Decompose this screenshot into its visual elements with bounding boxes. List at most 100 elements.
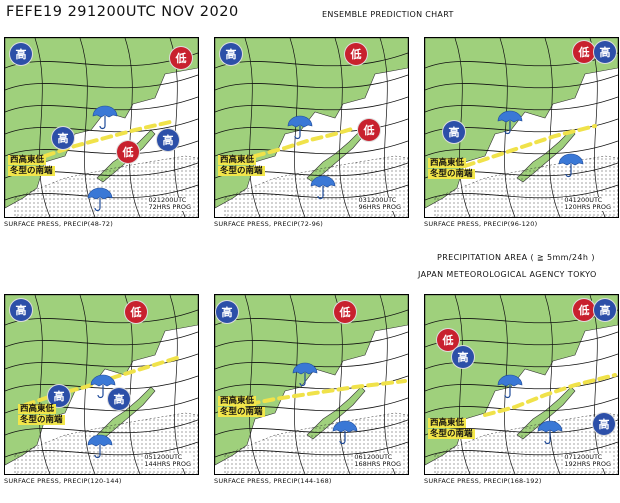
isobar-line [334, 38, 351, 217]
map-panel-120h: 低 高 高 西高東低 冬型の南端 041200UTC 120HRS PROG SUR… [424, 37, 619, 230]
map-area [214, 294, 409, 475]
isobar-line [5, 441, 198, 458]
isobar-line [499, 38, 516, 217]
winter-pattern-label: 西高東低 冬型の南端 [18, 404, 65, 425]
map-panel-168h: 高 低 西高東低 冬型の南端 061200UTC 168HRS PROG SURFA… [214, 294, 409, 487]
map-graphic [5, 295, 198, 474]
winter-pattern-label: 西高東低 冬型の南端 [218, 155, 265, 176]
isobar-line [425, 96, 618, 113]
isobar-line [244, 295, 261, 474]
front-band [23, 355, 182, 407]
low-pressure-marker: 低 [117, 141, 139, 163]
valid-time: 071200UTC 192HRS PROG [563, 453, 612, 468]
isobar-line [289, 38, 306, 217]
isobar-line [425, 441, 618, 458]
low-pressure-marker: 低 [345, 43, 367, 65]
isobar-line [425, 353, 618, 370]
umbrella-icon [90, 374, 116, 399]
isobar-line [215, 331, 408, 348]
umbrella-icon [332, 420, 358, 445]
front-band [233, 379, 407, 409]
high-pressure-marker: 高 [594, 41, 616, 63]
isobar-line [244, 38, 261, 217]
low-pressure-marker: 低 [573, 41, 595, 63]
high-pressure-marker: 高 [593, 413, 615, 435]
isobar-line [215, 419, 408, 436]
high-pressure-marker: 高 [443, 121, 465, 143]
isobar-line [5, 74, 198, 91]
map-panel-192h: 低 高 低 高 高 西高東低 冬型の南端 071200UTC 192HRS PROG… [424, 294, 619, 487]
umbrella-icon [497, 374, 523, 399]
winter-pattern-label: 西高東低 冬型の南端 [218, 396, 265, 417]
low-pressure-marker: 低 [170, 47, 192, 69]
front-band [483, 373, 617, 417]
isobar-line [34, 38, 51, 217]
front-band [463, 124, 597, 168]
winter-pattern-label: 西高東低 冬型の南端 [428, 158, 475, 179]
high-pressure-marker: 高 [594, 299, 616, 321]
high-pressure-marker: 高 [452, 346, 474, 368]
isobar-line [544, 38, 561, 217]
isobar-line [169, 295, 186, 474]
valid-time: 061200UTC 168HRS PROG [353, 453, 402, 468]
high-pressure-marker: 高 [48, 385, 70, 407]
panel-caption: SURFACE PRESS, PRECIP(48-72) [4, 220, 113, 228]
winter-pattern-label: 西高東低 冬型の南端 [8, 155, 55, 176]
isobar-line [215, 74, 408, 91]
umbrella-icon [497, 110, 523, 135]
front-band [43, 120, 172, 158]
isobar-line [5, 331, 198, 348]
umbrella-icon [87, 187, 113, 212]
isobar-line [379, 38, 396, 217]
low-pressure-marker: 低 [358, 119, 380, 141]
isobar-line [215, 140, 408, 157]
umbrella-icon [558, 153, 584, 178]
umbrella-icon [537, 420, 563, 445]
map-graphic [425, 295, 618, 474]
map-panel-96h: 高 低 低 西高東低 冬型の南端 031200UTC 96HRS PROG SURF… [214, 37, 409, 230]
front-band [253, 126, 357, 158]
map-area [4, 294, 199, 475]
map-graphic [215, 295, 408, 474]
map-panel-144h: 高 低 高 高 西高東低 冬型の南端 051200UTC 144HRS PROG S… [4, 294, 199, 487]
high-pressure-marker: 高 [10, 43, 32, 65]
isobar-line [5, 118, 198, 135]
isobar-line [5, 419, 198, 436]
panel-caption: SURFACE PRESS, PRECIP(120-144) [4, 477, 122, 485]
isobar-line [5, 96, 198, 113]
umbrella-icon [310, 175, 336, 200]
isobar-line [215, 96, 408, 113]
valid-time: 021200UTC 72HRS PROG [147, 196, 192, 211]
map-area [4, 37, 199, 218]
panel-caption: SURFACE PRESS, PRECIP(72-96) [214, 220, 323, 228]
map-graphic [5, 38, 198, 217]
high-pressure-marker: 高 [52, 127, 74, 149]
winter-pattern-label: 西高東低 冬型の南端 [428, 418, 475, 439]
low-pressure-marker: 低 [334, 301, 356, 323]
isobar-line [425, 184, 618, 201]
umbrella-icon [92, 105, 118, 130]
isobar-line [425, 74, 618, 91]
isobar-line [544, 295, 561, 474]
precip-legend: PRECIPITATION AREA ( ≧ 5mm/24h ) [437, 253, 595, 262]
valid-time: 031200UTC 96HRS PROG [357, 196, 402, 211]
high-pressure-marker: 高 [216, 301, 238, 323]
isobar-line [425, 375, 618, 392]
map-area [424, 294, 619, 475]
high-pressure-marker: 高 [108, 388, 130, 410]
low-pressure-marker: 低 [437, 329, 459, 351]
panel-caption: SURFACE PRESS, PRECIP(96-120) [424, 220, 538, 228]
high-pressure-marker: 高 [10, 299, 32, 321]
map-panel-72h: 高 低 高 低 高 西高東低 冬型の南端 021200UTC 72HRS PROG … [4, 37, 199, 230]
valid-time: 041200UTC 120HRS PROG [563, 196, 612, 211]
isobar-line [215, 184, 408, 201]
panel-caption: SURFACE PRESS, PRECIP(168-192) [424, 477, 542, 485]
isobar-line [454, 295, 471, 474]
isobar-line [589, 295, 606, 474]
agency-label: JAPAN METEOROLOGICAL AGENCY TOKYO [418, 270, 597, 279]
isobar-line [289, 295, 306, 474]
chart-subtitle: ENSEMBLE PREDICTION CHART [322, 10, 454, 19]
high-pressure-marker: 高 [157, 129, 179, 151]
umbrella-icon [87, 434, 113, 459]
umbrella-icon [292, 362, 318, 387]
